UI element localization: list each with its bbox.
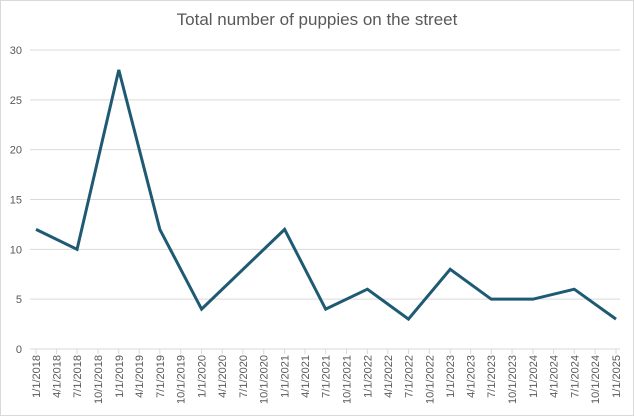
- y-tick-label: 20: [10, 145, 22, 157]
- y-tick-label: 10: [10, 244, 22, 256]
- x-tick-label: 4/1/2020: [217, 355, 229, 398]
- x-tick-label: 10/1/2024: [590, 355, 602, 404]
- x-tick-label: 1/1/2023: [445, 355, 457, 398]
- x-tick-label: 4/1/2022: [383, 355, 395, 398]
- x-tick-label: 1/1/2022: [362, 355, 374, 398]
- x-tick-label: 10/1/2023: [507, 355, 519, 404]
- x-tick-label: 4/1/2018: [51, 355, 63, 398]
- x-tick-label: 7/1/2021: [321, 355, 333, 398]
- y-tick-label: 0: [16, 344, 22, 356]
- x-tick-label: 4/1/2024: [549, 355, 561, 398]
- x-tick-label: 10/1/2018: [93, 355, 105, 404]
- x-tick-label: 7/1/2022: [403, 355, 415, 398]
- x-tick-label: 10/1/2020: [259, 355, 271, 404]
- x-tick-label: 7/1/2024: [569, 355, 581, 398]
- x-tick-label: 10/1/2021: [342, 355, 354, 404]
- x-tick-label: 7/1/2019: [155, 355, 167, 398]
- y-tick-label: 30: [10, 45, 22, 57]
- x-tick-label: 1/1/2025: [611, 355, 623, 398]
- y-tick-label: 25: [10, 95, 22, 107]
- y-tick-label: 5: [16, 294, 22, 306]
- y-tick-label: 15: [10, 195, 22, 207]
- x-tick-label: 10/1/2019: [176, 355, 188, 404]
- x-tick-label: 10/1/2022: [424, 355, 436, 404]
- x-tick-label: 7/1/2018: [72, 355, 84, 398]
- x-tick-label: 4/1/2021: [300, 355, 312, 398]
- x-tick-label: 4/1/2019: [134, 355, 146, 398]
- x-tick-label: 1/1/2018: [31, 355, 43, 398]
- x-tick-label: 1/1/2021: [280, 355, 292, 398]
- x-tick-label: 1/1/2024: [528, 355, 540, 398]
- x-tick-label: 1/1/2019: [114, 355, 126, 398]
- x-tick-label: 7/1/2023: [486, 355, 498, 398]
- x-tick-label: 1/1/2020: [197, 355, 209, 398]
- series-line: [35, 69, 617, 322]
- x-tick-label: 7/1/2020: [238, 355, 250, 398]
- chart-title: Total number of puppies on the street: [176, 10, 458, 29]
- x-tick-label: 4/1/2023: [466, 355, 478, 398]
